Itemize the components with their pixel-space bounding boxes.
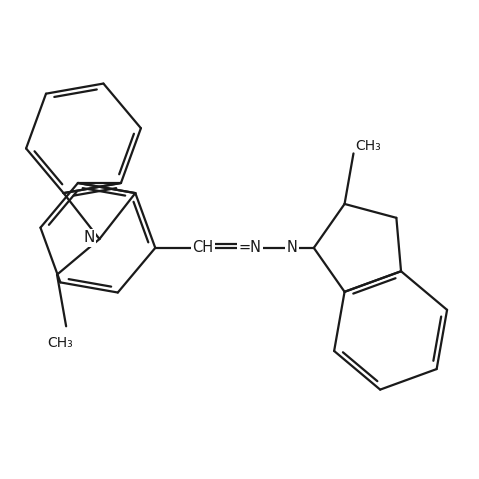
Text: CH₃: CH₃: [47, 336, 73, 350]
Text: N: N: [83, 230, 95, 245]
Text: N: N: [286, 240, 297, 255]
Text: CH: CH: [193, 240, 214, 255]
Text: =N: =N: [238, 240, 261, 255]
Text: CH₃: CH₃: [355, 139, 381, 153]
